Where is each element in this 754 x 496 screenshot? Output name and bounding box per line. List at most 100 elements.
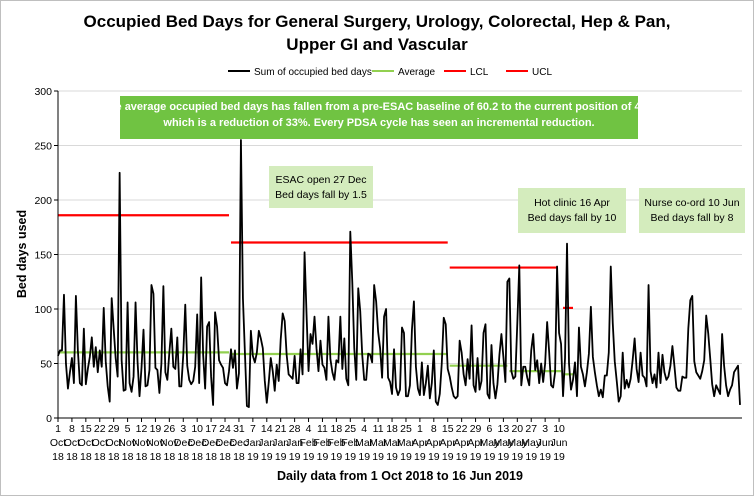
x-tick-label: May: [507, 437, 528, 449]
x-tick-label: 19: [372, 451, 384, 463]
x-tick-label: 19: [553, 451, 565, 463]
gridlines: [58, 90, 742, 364]
x-tick-label: 14: [261, 423, 273, 435]
x-tick-label: Jun: [551, 437, 568, 449]
x-tick-label: Apr: [453, 437, 470, 449]
x-tick-label: 1: [417, 423, 423, 435]
y-tick-label: 0: [46, 413, 52, 425]
x-tick-label: 4: [361, 423, 367, 435]
x-tick-label: 8: [69, 423, 75, 435]
x-tick-label: 25: [400, 423, 412, 435]
x-tick-label: 26: [164, 423, 176, 435]
x-tick-label: 15: [80, 423, 92, 435]
y-axis-ticks: 0 50 100 150 200 250 300: [34, 86, 742, 425]
x-tick-label: Dec: [174, 437, 193, 449]
x-tick-label: 5: [125, 423, 131, 435]
x-tick-label: 19: [539, 451, 551, 463]
annotation-text: Nurse co-ord 10 Jun: [644, 197, 739, 209]
annotation-box: The average occupied bed days has fallen…: [102, 96, 656, 139]
x-tick-label: Nov: [146, 437, 165, 449]
legend-label: Average: [398, 67, 436, 78]
chart-title-line2: Upper GI and Vascular: [286, 35, 468, 54]
x-tick-label: Nov: [118, 437, 137, 449]
x-tick-label: 1: [55, 423, 61, 435]
x-tick-label: Mar: [369, 437, 388, 449]
x-tick-label: 22: [94, 423, 106, 435]
x-tick-label: 18: [108, 451, 120, 463]
x-tick-label: 18: [94, 451, 106, 463]
x-tick-label: Mar: [383, 437, 402, 449]
x-tick-label: 15: [442, 423, 454, 435]
annotations: The average occupied bed days has fallen…: [102, 96, 745, 233]
x-tick-label: Nov: [160, 437, 179, 449]
x-tick-label: 27: [525, 423, 537, 435]
x-tick-label: Jan: [258, 437, 275, 449]
x-tick-label: 6: [487, 423, 493, 435]
y-tick-label: 200: [34, 195, 52, 207]
x-tick-label: 19: [386, 451, 398, 463]
x-tick-label: 17: [205, 423, 217, 435]
x-tick-label: Mar: [355, 437, 374, 449]
legend-label: LCL: [470, 67, 489, 78]
annotation-text: ESAC open 27 Dec: [275, 174, 366, 186]
x-tick-label: Oct: [50, 437, 66, 449]
x-tick-label: 13: [498, 423, 510, 435]
x-tick-label: Mar: [397, 437, 416, 449]
x-tick-label: Feb: [341, 437, 359, 449]
annotation-background: [639, 188, 745, 233]
x-tick-label: 24: [219, 423, 231, 435]
x-tick-label: 29: [108, 423, 120, 435]
x-tick-label: 10: [191, 423, 203, 435]
x-tick-label: Jan: [244, 437, 261, 449]
annotation-background: [120, 96, 638, 139]
x-tick-label: 19: [289, 451, 301, 463]
y-tick-label: 100: [34, 304, 52, 316]
annotation-text: Bed days fall by 10: [528, 212, 617, 224]
x-tick-label: Apr: [426, 437, 443, 449]
annotation-text: Bed days fall by 8: [651, 212, 734, 224]
x-tick-label: Apr: [440, 437, 457, 449]
x-tick-label: May: [521, 437, 542, 449]
x-tick-label: 7: [250, 423, 256, 435]
x-tick-label: 18: [205, 451, 217, 463]
x-tick-label: 19: [400, 451, 412, 463]
x-tick-label: Feb: [327, 437, 345, 449]
x-tick-label: May: [480, 437, 501, 449]
x-tick-label: 19: [525, 451, 537, 463]
x-tick-label: 4: [306, 423, 312, 435]
x-tick-label: 18: [331, 423, 343, 435]
x-tick-label: 19: [484, 451, 496, 463]
x-tick-label: 19: [442, 451, 454, 463]
x-tick-label: 18: [52, 451, 64, 463]
x-tick-label: 18: [191, 451, 203, 463]
x-tick-label: 11: [317, 423, 328, 435]
annotation-background: [518, 188, 626, 233]
x-tick-label: Jun: [537, 437, 554, 449]
annotation-background: [269, 166, 373, 208]
x-tick-label: 10: [553, 423, 565, 435]
x-tick-label: 18: [164, 451, 176, 463]
x-tick-label: 3: [180, 423, 186, 435]
y-axis-title: Bed days used: [15, 210, 29, 298]
x-tick-label: 22: [456, 423, 468, 435]
x-tick-label: 19: [511, 451, 523, 463]
x-axis-title: Daily data from 1 Oct 2018 to 16 Jun 201…: [277, 469, 523, 483]
x-tick-label: Oct: [92, 437, 108, 449]
x-tick-label: Feb: [299, 437, 317, 449]
y-tick-label: 50: [40, 359, 52, 371]
x-tick-label: Apr: [412, 437, 429, 449]
x-tick-label: Oct: [106, 437, 122, 449]
x-tick-label: 18: [66, 451, 78, 463]
x-tick-label: Nov: [132, 437, 151, 449]
y-tick-label: 300: [34, 86, 52, 98]
x-tick-label: 19: [498, 451, 510, 463]
x-tick-label: 31: [233, 423, 245, 435]
annotation-box: Hot clinic 16 Apr Bed days fall by 10: [518, 188, 626, 233]
series-line-occupied-bed-days: [57, 139, 741, 409]
y-tick-label: 250: [34, 141, 52, 153]
x-tick-label: 3: [542, 423, 548, 435]
x-tick-label: Dec: [216, 437, 235, 449]
x-axis-ticks: 1Oct188Oct1815Oct1822Oct1829Oct185Nov181…: [50, 418, 568, 463]
x-tick-label: 11: [373, 423, 384, 435]
